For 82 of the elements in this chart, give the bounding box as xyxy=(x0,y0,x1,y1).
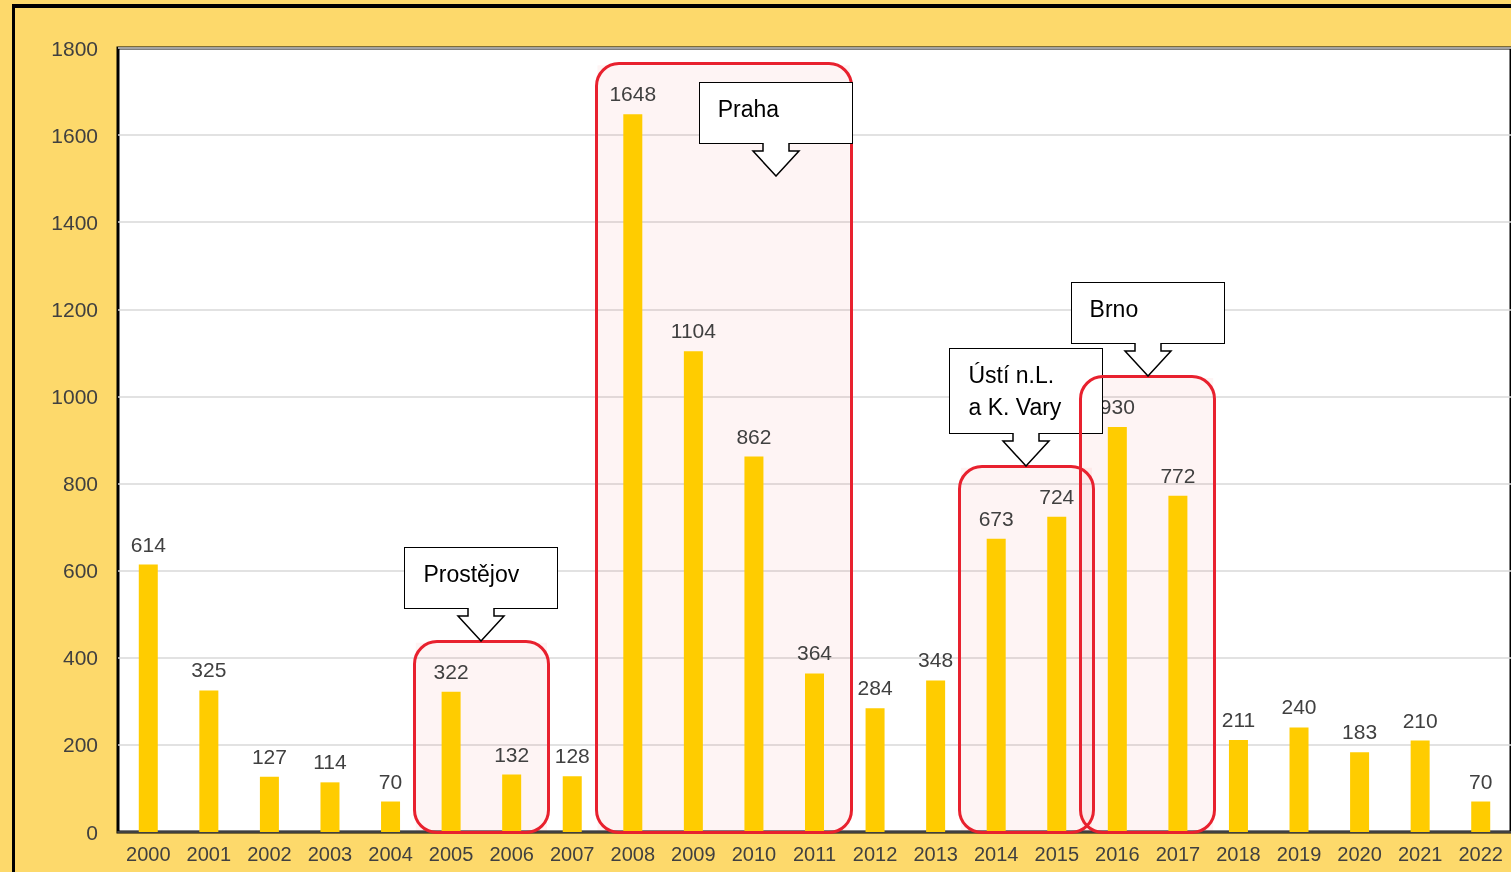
x-tick-label: 2009 xyxy=(671,843,716,865)
data-label: 127 xyxy=(251,744,287,768)
bar xyxy=(805,673,824,832)
bar xyxy=(1471,801,1491,832)
bar xyxy=(1107,426,1127,832)
y-tick-label: 1000 xyxy=(51,384,98,408)
data-label: 772 xyxy=(1160,463,1196,487)
y-tick-label: 600 xyxy=(62,559,98,583)
x-tick-label: 2015 xyxy=(1034,843,1080,865)
data-label: 1104 xyxy=(670,319,717,343)
y-tick-label: 200 xyxy=(62,733,98,757)
band-label: Brno xyxy=(1070,281,1225,344)
data-label: 325 xyxy=(191,658,227,682)
x-tick-label: 2017 xyxy=(1155,843,1201,865)
data-label: 240 xyxy=(1281,695,1317,719)
band-label: Ústí n.L. a K. Vary xyxy=(968,361,1062,420)
x-tick-label: 2020 xyxy=(1337,843,1382,865)
data-label: 70 xyxy=(1469,769,1493,793)
data-label: 348 xyxy=(918,648,954,672)
data-label: 673 xyxy=(978,506,1014,530)
y-tick-label: 0 xyxy=(86,820,98,844)
x-tick-label: 2014 xyxy=(973,843,1019,865)
bar xyxy=(1047,516,1067,832)
x-tick-label: 2002 xyxy=(247,843,292,865)
bar xyxy=(986,538,1006,832)
bar xyxy=(259,776,279,832)
x-tick-label: 2013 xyxy=(913,843,958,865)
x-tick-label: 2011 xyxy=(792,843,837,865)
y-tick-label: 1600 xyxy=(51,123,98,147)
bar xyxy=(381,801,401,832)
data-label: 128 xyxy=(554,744,590,768)
band-label: Praha xyxy=(698,82,853,145)
data-label: 614 xyxy=(130,532,167,556)
x-tick-label: 2003 xyxy=(307,843,353,865)
y-tick-label: 400 xyxy=(62,646,98,670)
x-tick-label: 2010 xyxy=(731,843,777,865)
y-tick-label: 1800 xyxy=(51,36,98,60)
x-tick-label: 2019 xyxy=(1276,843,1322,865)
data-label: 724 xyxy=(1039,484,1075,508)
data-label: 211 xyxy=(1221,708,1256,732)
x-tick-label: 2000 xyxy=(126,843,171,865)
x-tick-label: 2001 xyxy=(186,843,232,865)
bar xyxy=(320,782,340,832)
bar xyxy=(562,776,582,832)
data-label: 114 xyxy=(313,750,348,774)
data-label: 132 xyxy=(494,742,530,766)
x-tick-label: 2016 xyxy=(1095,843,1140,865)
data-label: 183 xyxy=(1342,720,1378,744)
bar xyxy=(744,456,764,832)
x-tick-label: 2008 xyxy=(610,843,656,865)
data-label: 322 xyxy=(433,659,469,683)
band-label: Prostějov xyxy=(404,546,559,609)
data-label: 284 xyxy=(857,676,893,700)
bar xyxy=(502,774,522,832)
x-tick-label: 2018 xyxy=(1216,843,1261,865)
data-label: 862 xyxy=(736,424,772,448)
data-label: 70 xyxy=(378,769,403,793)
data-label: 364 xyxy=(796,641,833,665)
bar xyxy=(1168,495,1188,832)
bar xyxy=(683,351,703,832)
bar xyxy=(199,690,219,832)
bar xyxy=(138,564,158,832)
bar xyxy=(441,691,461,832)
bar xyxy=(865,708,885,832)
y-tick-label: 1200 xyxy=(51,297,98,321)
data-label: 210 xyxy=(1402,708,1438,732)
y-tick-label: 800 xyxy=(62,472,98,496)
x-tick-label: 2006 xyxy=(489,843,534,865)
bar xyxy=(623,114,643,832)
bar xyxy=(926,680,946,832)
x-tick-label: 2004 xyxy=(368,843,413,865)
x-tick-label: 2021 xyxy=(1397,843,1443,865)
data-label: 1648 xyxy=(609,82,657,106)
x-tick-label: 2022 xyxy=(1458,843,1503,865)
x-tick-label: 2005 xyxy=(428,843,474,865)
x-tick-label: 2007 xyxy=(549,843,595,865)
bar xyxy=(1350,752,1370,832)
x-tick-label: 2012 xyxy=(852,843,898,865)
bar xyxy=(1289,727,1309,832)
y-tick-label: 1400 xyxy=(51,210,98,234)
bar xyxy=(1410,740,1430,832)
bar xyxy=(1228,740,1248,832)
